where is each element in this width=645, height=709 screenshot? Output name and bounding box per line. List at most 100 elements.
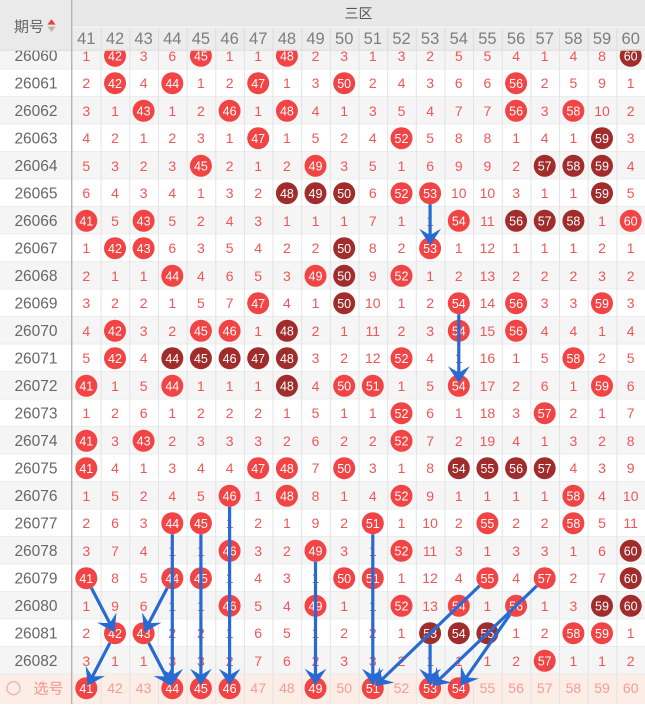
svg-text:46: 46 <box>223 682 237 696</box>
svg-text:55: 55 <box>480 462 494 476</box>
svg-text:5: 5 <box>168 213 176 229</box>
svg-text:3: 3 <box>254 213 262 229</box>
svg-text:58: 58 <box>566 489 580 503</box>
svg-text:60: 60 <box>624 572 638 586</box>
svg-text:1: 1 <box>140 460 148 476</box>
svg-text:2: 2 <box>541 75 549 91</box>
svg-text:1: 1 <box>455 240 463 256</box>
svg-text:2: 2 <box>512 268 520 284</box>
svg-text:52: 52 <box>395 600 409 614</box>
svg-text:52: 52 <box>395 132 409 146</box>
svg-text:26075: 26075 <box>14 461 57 478</box>
svg-text:2: 2 <box>168 323 176 339</box>
svg-text:48: 48 <box>280 324 294 338</box>
svg-text:43: 43 <box>137 434 151 448</box>
svg-text:1: 1 <box>398 515 406 531</box>
svg-text:1: 1 <box>140 653 148 669</box>
svg-text:47: 47 <box>251 77 265 91</box>
svg-text:3: 3 <box>512 405 520 421</box>
svg-text:3: 3 <box>541 295 549 311</box>
svg-text:1: 1 <box>398 570 406 586</box>
svg-text:44: 44 <box>165 352 179 366</box>
svg-text:1: 1 <box>512 625 520 641</box>
svg-text:10: 10 <box>365 295 381 311</box>
svg-text:17: 17 <box>480 378 496 394</box>
svg-text:49: 49 <box>309 159 323 173</box>
svg-text:2: 2 <box>168 130 176 146</box>
svg-text:7: 7 <box>426 433 434 449</box>
svg-text:1: 1 <box>340 103 348 119</box>
svg-text:4: 4 <box>512 570 520 586</box>
svg-text:26060: 26060 <box>14 48 57 65</box>
svg-text:45: 45 <box>194 324 208 338</box>
svg-text:2: 2 <box>312 240 320 256</box>
svg-text:46: 46 <box>223 352 237 366</box>
svg-text:26070: 26070 <box>14 323 57 340</box>
svg-text:60: 60 <box>624 50 638 64</box>
svg-text:54: 54 <box>452 297 466 311</box>
svg-text:4: 4 <box>226 213 234 229</box>
svg-text:1: 1 <box>398 460 406 476</box>
svg-text:49: 49 <box>306 30 324 48</box>
svg-text:1: 1 <box>168 405 176 421</box>
svg-text:3: 3 <box>312 350 320 366</box>
svg-text:59: 59 <box>595 600 609 614</box>
svg-text:4: 4 <box>541 323 549 339</box>
svg-text:2: 2 <box>455 268 463 284</box>
svg-text:3: 3 <box>140 48 148 64</box>
svg-text:2: 2 <box>140 295 148 311</box>
svg-text:4: 4 <box>512 433 520 449</box>
svg-text:3: 3 <box>168 158 176 174</box>
svg-text:1: 1 <box>398 378 406 394</box>
svg-text:26061: 26061 <box>14 76 57 93</box>
svg-text:4: 4 <box>598 488 606 504</box>
svg-text:46: 46 <box>223 105 237 119</box>
svg-text:5: 5 <box>254 268 262 284</box>
svg-text:59: 59 <box>594 680 610 696</box>
svg-text:58: 58 <box>566 680 582 696</box>
svg-text:1: 1 <box>512 488 520 504</box>
svg-text:2: 2 <box>598 350 606 366</box>
svg-text:4: 4 <box>140 350 148 366</box>
svg-text:43: 43 <box>137 242 151 256</box>
svg-text:4: 4 <box>111 460 119 476</box>
svg-text:3: 3 <box>82 543 90 559</box>
svg-text:1: 1 <box>570 185 578 201</box>
svg-text:5: 5 <box>111 213 119 229</box>
svg-text:5: 5 <box>398 103 406 119</box>
svg-text:2: 2 <box>283 158 291 174</box>
svg-text:57: 57 <box>536 30 554 48</box>
svg-text:5: 5 <box>627 185 635 201</box>
svg-text:16: 16 <box>480 350 496 366</box>
svg-text:44: 44 <box>165 77 179 91</box>
svg-text:50: 50 <box>337 379 351 393</box>
svg-text:4: 4 <box>197 460 205 476</box>
svg-text:48: 48 <box>280 379 294 393</box>
svg-text:6: 6 <box>484 75 492 91</box>
svg-text:4: 4 <box>512 48 520 64</box>
svg-text:6: 6 <box>312 433 320 449</box>
svg-text:41: 41 <box>77 30 95 48</box>
svg-text:6: 6 <box>254 625 262 641</box>
svg-text:4: 4 <box>168 185 176 201</box>
svg-text:1: 1 <box>82 48 90 64</box>
svg-text:9: 9 <box>627 460 635 476</box>
svg-text:47: 47 <box>251 352 265 366</box>
svg-text:4: 4 <box>254 240 262 256</box>
svg-text:26066: 26066 <box>14 213 57 230</box>
svg-text:3: 3 <box>111 158 119 174</box>
svg-text:26068: 26068 <box>14 268 57 285</box>
svg-text:3: 3 <box>283 268 291 284</box>
svg-text:1: 1 <box>197 378 205 394</box>
svg-text:2: 2 <box>140 158 148 174</box>
svg-text:2: 2 <box>369 433 377 449</box>
svg-text:11: 11 <box>366 323 381 339</box>
svg-text:1: 1 <box>168 103 176 119</box>
svg-text:1: 1 <box>541 48 549 64</box>
svg-text:4: 4 <box>140 543 148 559</box>
svg-text:12: 12 <box>365 350 381 366</box>
svg-text:42: 42 <box>108 77 122 91</box>
svg-text:1: 1 <box>398 295 406 311</box>
svg-text:8: 8 <box>312 488 320 504</box>
svg-text:26077: 26077 <box>14 516 57 533</box>
